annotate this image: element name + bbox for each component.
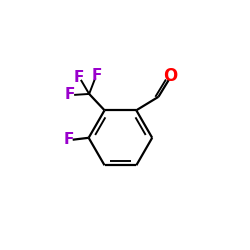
Text: F: F — [73, 70, 84, 85]
Text: O: O — [164, 67, 178, 85]
Text: F: F — [63, 132, 74, 147]
Text: F: F — [65, 88, 75, 102]
Text: F: F — [92, 68, 102, 83]
